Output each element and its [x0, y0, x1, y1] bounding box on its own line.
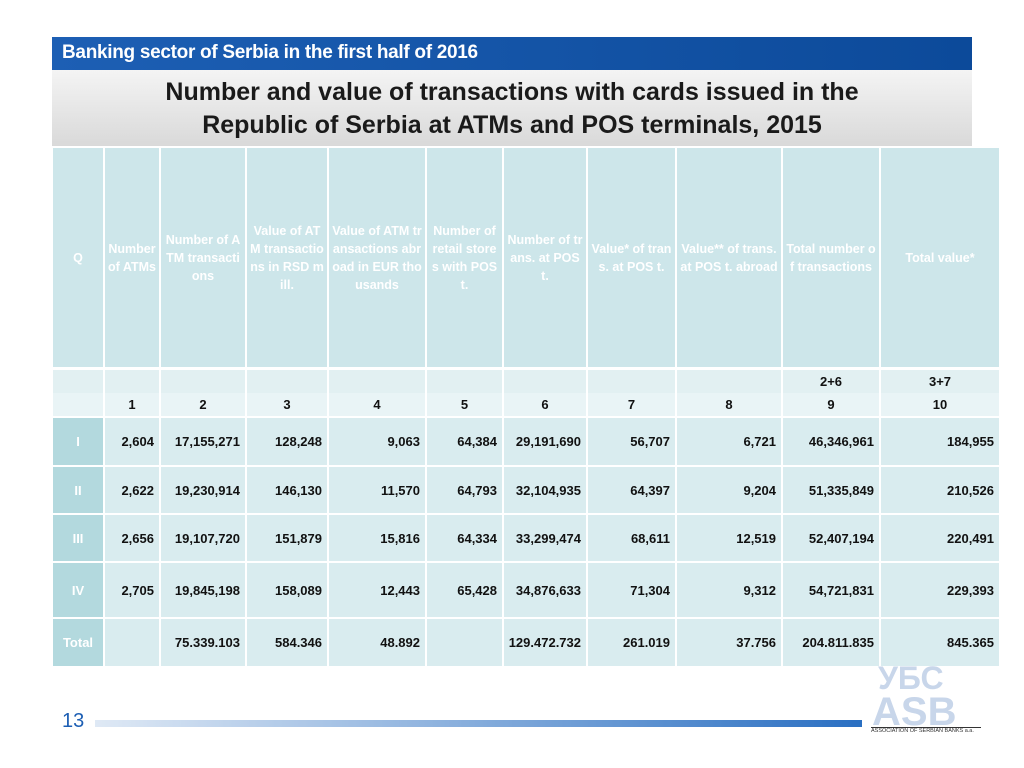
column-number: 5 [427, 393, 502, 416]
column-header: Value** of trans.at POS t. abroad [677, 148, 781, 367]
page-number: 13 [62, 710, 85, 732]
table-cell: 12,443 [329, 563, 425, 617]
table-cell: 9,063 [329, 418, 425, 465]
column-number: 4 [329, 393, 425, 416]
formula-cell [53, 370, 103, 393]
table-cell: 17,155,271 [161, 418, 245, 465]
table-cell: 146,130 [247, 467, 327, 513]
slide-title: Number and value of transactions with ca… [52, 70, 972, 146]
table-cell: 46,346,961 [783, 418, 879, 465]
formula-cell [504, 370, 586, 393]
column-number: 10 [881, 393, 999, 416]
formula-cell [427, 370, 502, 393]
table-cell: 584.346 [247, 619, 327, 666]
table-cell: 9,312 [677, 563, 781, 617]
formula-cell: 2+6 [783, 370, 879, 393]
column-number: 6 [504, 393, 586, 416]
column-number: 2 [161, 393, 245, 416]
table-cell: 29,191,690 [504, 418, 586, 465]
table-cell: 12,519 [677, 515, 781, 561]
column-number: 1 [105, 393, 159, 416]
table-cell: 19,230,914 [161, 467, 245, 513]
table-cell: 261.019 [588, 619, 675, 666]
table-cell: 37.756 [677, 619, 781, 666]
logo-top: УБС [878, 660, 944, 696]
table-cell: 2,705 [105, 563, 159, 617]
formula-cell [247, 370, 327, 393]
column-header: Number of ATMs [105, 148, 159, 367]
table-cell: 210,526 [881, 467, 999, 513]
table-cell [427, 619, 502, 666]
banner: Banking sector of Serbia in the first ha… [52, 37, 972, 70]
table-cell: 65,428 [427, 563, 502, 617]
column-number: 9 [783, 393, 879, 416]
table-cell: 9,204 [677, 467, 781, 513]
table-cell: 2,656 [105, 515, 159, 561]
logo-bottom: ASB [872, 690, 957, 734]
column-header: Number of trans. at POS t. [504, 148, 586, 367]
formula-cell [161, 370, 245, 393]
column-header: Value of ATM transactions abroad in EUR … [329, 148, 425, 367]
row-label: Total [53, 619, 103, 666]
table-cell: 32,104,935 [504, 467, 586, 513]
formula-cell [588, 370, 675, 393]
table-cell: 64,334 [427, 515, 502, 561]
table-cell: 845.365 [881, 619, 999, 666]
table-cell: 64,793 [427, 467, 502, 513]
formula-cell [329, 370, 425, 393]
table-cell: 229,393 [881, 563, 999, 617]
table-cell: 71,304 [588, 563, 675, 617]
row-label: III [53, 515, 103, 561]
table-cell: 68,611 [588, 515, 675, 561]
footer-rule [95, 720, 862, 727]
logo-caption: ASSOCIATION OF SERBIAN BANKS a.a. [871, 727, 981, 734]
table-cell: 64,397 [588, 467, 675, 513]
table-cell: 2,604 [105, 418, 159, 465]
column-number: 3 [247, 393, 327, 416]
table-cell: 54,721,831 [783, 563, 879, 617]
column-header: Total number of transactions [783, 148, 879, 367]
table-cell: 19,845,198 [161, 563, 245, 617]
table-cell: 75.339.103 [161, 619, 245, 666]
column-header: Number of retail stores with POS t. [427, 148, 502, 367]
table-cell: 204.811.835 [783, 619, 879, 666]
row-label: II [53, 467, 103, 513]
table-cell: 128,248 [247, 418, 327, 465]
table-cell: 151,879 [247, 515, 327, 561]
row-label: IV [53, 563, 103, 617]
table-cell: 184,955 [881, 418, 999, 465]
column-header: Q [53, 148, 103, 367]
column-header: Number of ATM transactions [161, 148, 245, 367]
column-number: 8 [677, 393, 781, 416]
table-cell: 56,707 [588, 418, 675, 465]
table-cell: 15,816 [329, 515, 425, 561]
table-cell: 34,876,633 [504, 563, 586, 617]
column-number: 7 [588, 393, 675, 416]
table-cell: 2,622 [105, 467, 159, 513]
table-cell: 11,570 [329, 467, 425, 513]
table-cell: 51,335,849 [783, 467, 879, 513]
table-cell: 52,407,194 [783, 515, 879, 561]
column-header: Total value* [881, 148, 999, 367]
row-label: I [53, 418, 103, 465]
formula-cell: 3+7 [881, 370, 999, 393]
column-header: Value of ATM transactions in RSD mill. [247, 148, 327, 367]
table-cell: 19,107,720 [161, 515, 245, 561]
table-cell [105, 619, 159, 666]
table-cell: 6,721 [677, 418, 781, 465]
table-cell: 64,384 [427, 418, 502, 465]
table-cell: 129.472.732 [504, 619, 586, 666]
formula-cell [105, 370, 159, 393]
column-header: Value* of trans. at POS t. [588, 148, 675, 367]
table-cell: 220,491 [881, 515, 999, 561]
formula-cell [677, 370, 781, 393]
table-cell: 48.892 [329, 619, 425, 666]
table-cell: 33,299,474 [504, 515, 586, 561]
table-cell: 158,089 [247, 563, 327, 617]
column-number [53, 393, 103, 416]
